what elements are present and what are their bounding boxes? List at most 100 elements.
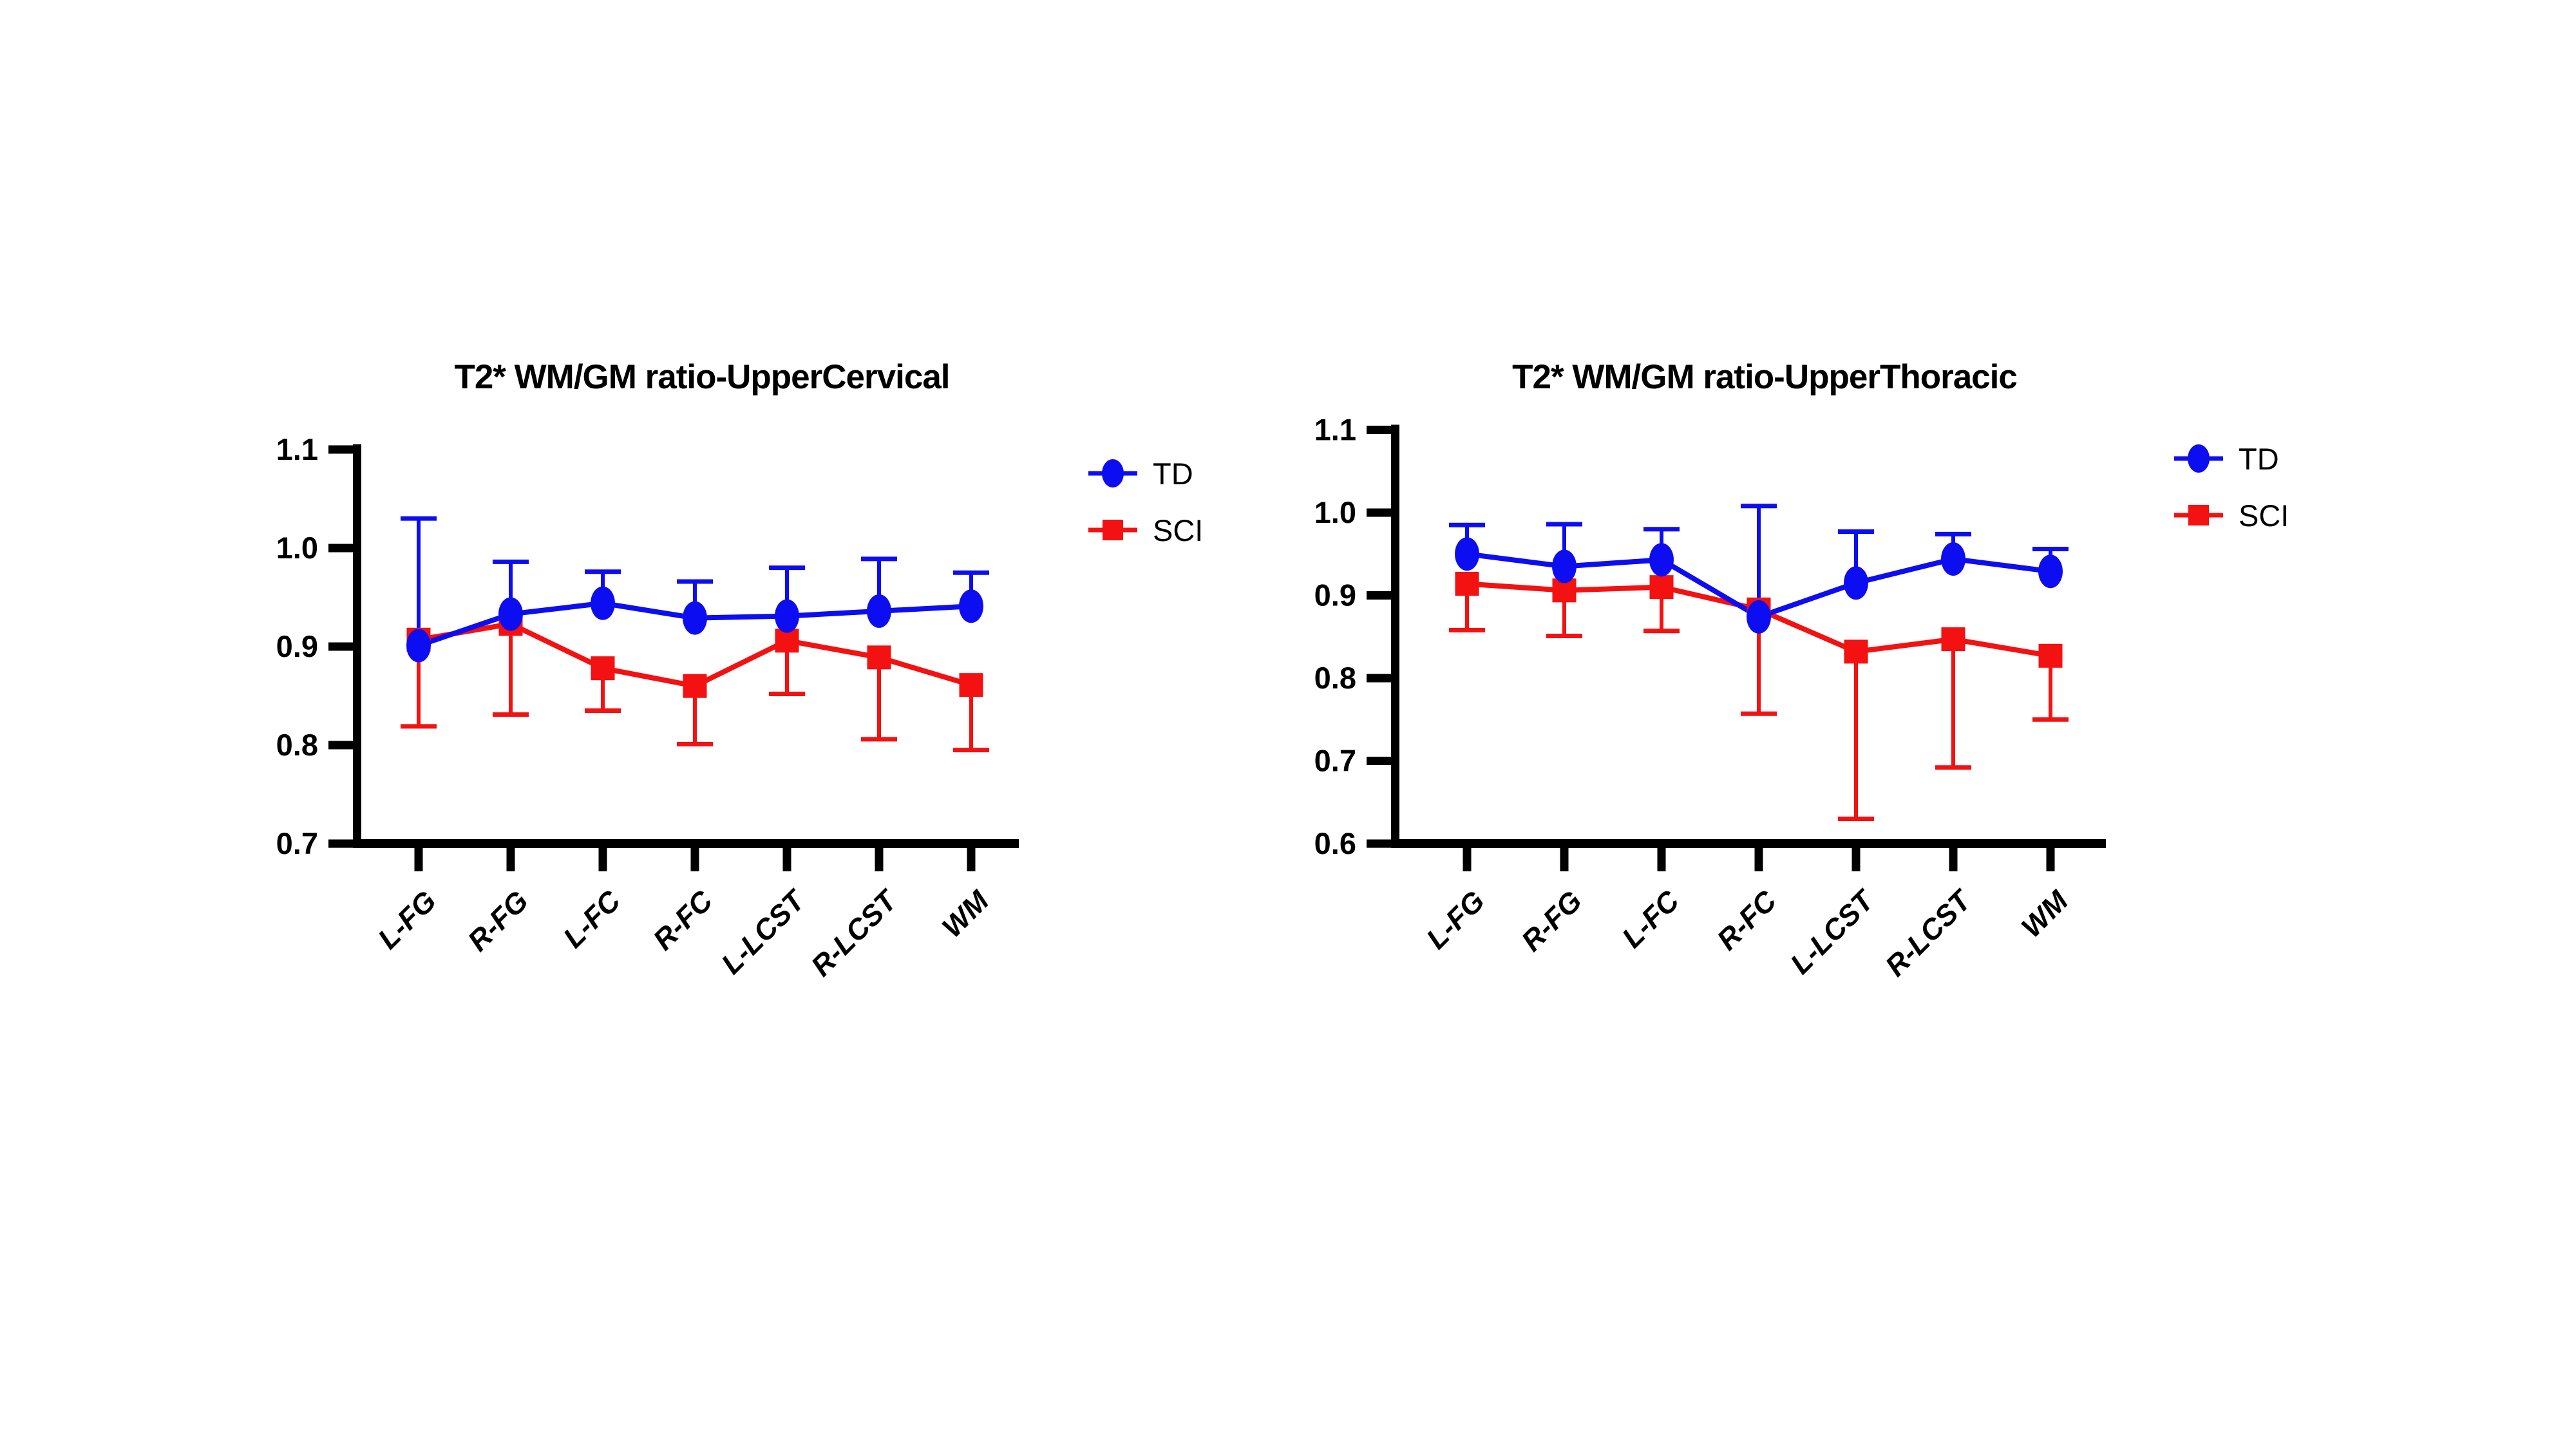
y-tick: [328, 544, 353, 553]
sci-square-marker-swatch: [2174, 505, 2223, 526]
sci-data-point-marker: [867, 645, 891, 670]
x-axis-label-wm: WM: [2014, 884, 2075, 944]
legend-square-marker: [2188, 505, 2209, 526]
y-tick-label: 0.9: [1314, 578, 1356, 612]
y-axis-line: [1391, 424, 1399, 848]
y-tick-label: 0.9: [276, 629, 318, 663]
td-data-point-marker: [1747, 600, 1771, 634]
x-tick: [2046, 848, 2055, 871]
y-axis-line: [353, 444, 361, 848]
sci-data-point-marker: [1941, 627, 1965, 652]
x-axis-label-l-fc: L-FC: [557, 884, 628, 954]
x-tick: [1657, 848, 1666, 871]
y-tick-label: 0.8: [1314, 661, 1356, 695]
x-tick: [1852, 848, 1861, 871]
y-tick-label: 0.8: [276, 728, 318, 762]
td-data-point-marker: [498, 597, 523, 631]
legend-label-sci: SCI: [1153, 513, 1204, 547]
x-axis-label-r-fc: R-FC: [647, 884, 719, 956]
x-axis-label-wm: WM: [935, 884, 996, 944]
legend-label-sci: SCI: [2239, 498, 2289, 533]
y-tick: [1367, 426, 1391, 434]
x-tick: [598, 848, 607, 871]
series-td-markers: [406, 586, 983, 663]
legend-upper-cervical: TD SCI: [1088, 451, 1203, 553]
legend-item-sci: SCI: [2174, 493, 2289, 538]
td-data-point-marker: [591, 586, 615, 620]
td-data-point-marker: [1649, 543, 1674, 577]
sci-data-point-marker: [1649, 575, 1674, 600]
y-tick: [328, 839, 353, 848]
x-tick: [1754, 848, 1763, 871]
legend-label-td: TD: [1153, 456, 1193, 491]
x-tick: [690, 848, 699, 871]
y-tick: [328, 445, 353, 454]
x-axis-label-r-fg: R-FG: [1515, 884, 1588, 958]
y-tick-label: 1.1: [276, 432, 318, 466]
legend-circle-marker: [2188, 444, 2210, 473]
td-data-point-marker: [1844, 566, 1868, 600]
td-data-point-marker: [406, 629, 431, 663]
x-tick: [875, 848, 884, 871]
x-tick: [414, 848, 423, 871]
sci-data-point-marker: [959, 673, 983, 697]
sci-data-point-marker: [683, 674, 707, 698]
td-circle-marker-swatch: [1088, 459, 1137, 488]
td-data-point-marker: [1941, 542, 1965, 576]
y-tick: [328, 741, 353, 750]
sci-data-point-marker: [591, 656, 615, 681]
td-data-point-marker: [959, 589, 983, 623]
chart-upper-cervical: 0.7 0.8 0.9 1.0 1.1 L-FG R-FG L-FC R-FCL-LCSTR-L…: [276, 432, 1019, 983]
chart-title-upper-thoracic: T2* WM/GM ratio-UpperThoracic: [1512, 358, 2018, 396]
y-tick: [1367, 591, 1391, 600]
sci-data-point-marker: [1455, 572, 1479, 596]
td-data-point-marker: [1455, 537, 1479, 571]
y-tick: [1367, 757, 1391, 765]
y-tick-label: 0.7: [276, 826, 318, 860]
x-axis-label-r-fc: R-FC: [1710, 884, 1783, 956]
x-axis-line: [353, 839, 1019, 848]
x-axis-label-l-fc: L-FC: [1616, 884, 1687, 954]
axes: 0.6 0.7 0.8 0.9 1.0 1.1 L-FG R-FG L-FC R-FC L-LCST…: [1314, 413, 2106, 983]
td-data-point-marker: [867, 594, 891, 628]
x-axis-line: [1391, 839, 2106, 848]
td-data-point-marker: [1552, 549, 1577, 583]
x-tick: [1949, 848, 1958, 871]
y-tick-label: 0.7: [1314, 744, 1356, 778]
y-tick: [328, 642, 353, 651]
x-axis-label-r-lcst: R-LCST: [1879, 883, 1978, 983]
x-axis-label-r-fg: R-FG: [461, 884, 535, 958]
td-data-point-marker: [683, 601, 707, 635]
x-axis-label-l-lcst: L-LCST: [1784, 883, 1882, 981]
chart-title-upper-cervical: T2* WM/GM ratio-UpperCervical: [454, 358, 950, 396]
td-circle-marker-swatch: [2174, 444, 2223, 473]
y-tick: [1367, 508, 1391, 517]
legend-label-td: TD: [2239, 441, 2279, 476]
x-tick: [967, 848, 976, 871]
legend-item-td: TD: [1088, 451, 1203, 496]
legend-square-marker: [1103, 520, 1123, 540]
td-data-point-marker: [775, 599, 799, 633]
sci-data-point-marker: [2038, 643, 2063, 668]
sci-data-point-marker: [1844, 639, 1868, 664]
y-tick: [1367, 674, 1391, 683]
x-tick: [1463, 848, 1472, 871]
legend-upper-thoracic: TD SCI: [2174, 436, 2289, 538]
y-tick: [1367, 839, 1391, 848]
x-axis-label-l-fg: L-FG: [372, 884, 442, 955]
y-tick-label: 1.1: [1314, 413, 1356, 447]
sci-square-marker-swatch: [1088, 520, 1137, 540]
y-tick-label: 1.0: [276, 531, 318, 565]
x-axis-label-r-lcst: R-LCST: [804, 883, 904, 983]
legend-circle-marker: [1102, 459, 1124, 488]
y-tick-label: 0.6: [1314, 826, 1356, 860]
x-axis-label-l-lcst: L-LCST: [715, 883, 813, 981]
x-tick: [782, 848, 791, 871]
chart-upper-thoracic: 0.6 0.7 0.8 0.9 1.0 1.1 L-FG R-FG L-FC R-FC L-LCST…: [1314, 413, 2106, 983]
legend-item-td: TD: [2174, 436, 2289, 481]
x-tick: [1560, 848, 1569, 871]
legend-item-sci: SCI: [1088, 507, 1203, 553]
x-tick: [506, 848, 515, 871]
